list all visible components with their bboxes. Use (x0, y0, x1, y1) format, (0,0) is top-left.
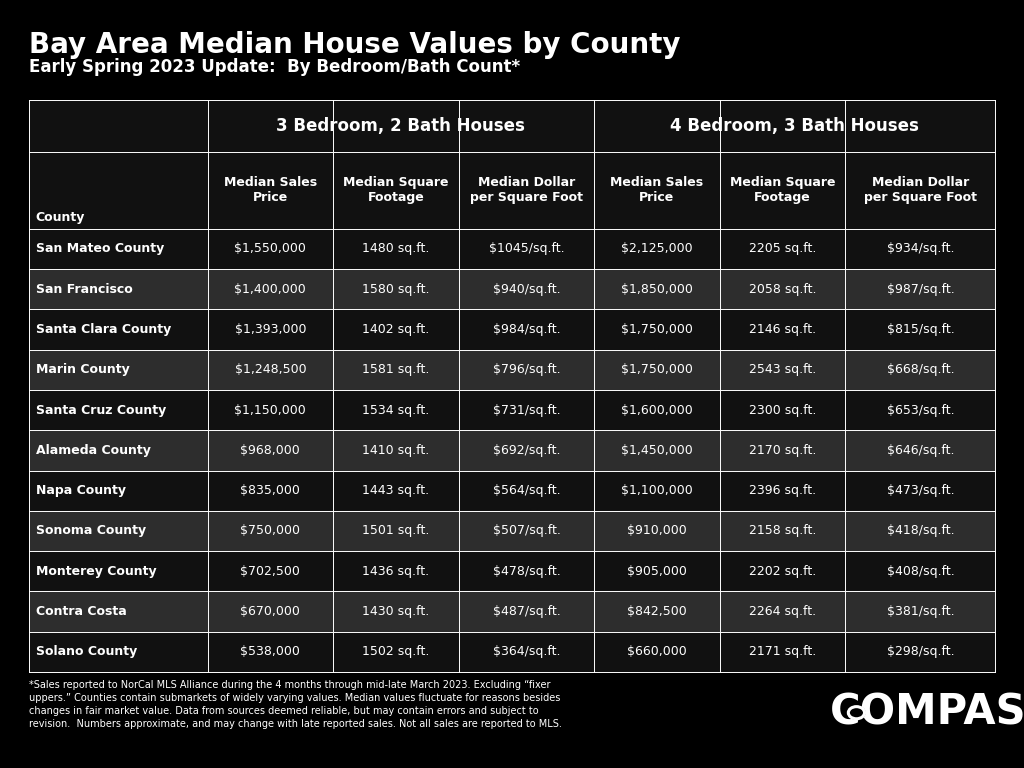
Text: 1436 sq.ft.: 1436 sq.ft. (362, 564, 429, 578)
Bar (29, 269, 995, 310)
Text: $538,000: $538,000 (241, 645, 300, 658)
Text: $940/sq.ft.: $940/sq.ft. (493, 283, 560, 296)
Text: $1045/sq.ft.: $1045/sq.ft. (488, 243, 564, 256)
Text: San Mateo County: San Mateo County (36, 243, 164, 256)
Text: $815/sq.ft.: $815/sq.ft. (887, 323, 954, 336)
Text: $1,400,000: $1,400,000 (234, 283, 306, 296)
Text: $646/sq.ft.: $646/sq.ft. (887, 444, 954, 457)
Text: 3 Bedroom, 2 Bath Houses: 3 Bedroom, 2 Bath Houses (276, 117, 525, 135)
Text: Early Spring 2023 Update:  By Bedroom/Bath Count*: Early Spring 2023 Update: By Bedroom/Bat… (29, 58, 520, 75)
Text: County: County (36, 211, 85, 224)
Text: Median Dollar
per Square Foot: Median Dollar per Square Foot (864, 177, 977, 204)
Text: 2396 sq.ft.: 2396 sq.ft. (750, 484, 816, 497)
Bar (29, 591, 995, 632)
Text: $905,000: $905,000 (627, 564, 687, 578)
Text: $670,000: $670,000 (241, 605, 300, 618)
Text: $796/sq.ft.: $796/sq.ft. (493, 363, 560, 376)
Text: Alameda County: Alameda County (36, 444, 151, 457)
Text: Median Square
Footage: Median Square Footage (730, 177, 836, 204)
Text: 1502 sq.ft.: 1502 sq.ft. (362, 645, 430, 658)
Text: 2205 sq.ft.: 2205 sq.ft. (749, 243, 816, 256)
Text: *Sales reported to NorCal MLS Alliance during the 4 months through mid-late Marc: *Sales reported to NorCal MLS Alliance d… (29, 680, 561, 730)
Text: $835,000: $835,000 (241, 484, 300, 497)
Text: 2170 sq.ft.: 2170 sq.ft. (749, 444, 816, 457)
Bar (29, 349, 995, 390)
Text: 1410 sq.ft.: 1410 sq.ft. (362, 444, 430, 457)
Text: $842,500: $842,500 (627, 605, 687, 618)
Text: $987/sq.ft.: $987/sq.ft. (887, 283, 954, 296)
Text: 1501 sq.ft.: 1501 sq.ft. (362, 525, 430, 538)
Text: 1534 sq.ft.: 1534 sq.ft. (362, 404, 430, 416)
Text: $298/sq.ft.: $298/sq.ft. (887, 645, 954, 658)
Bar (29, 430, 995, 471)
Text: Median Sales
Price: Median Sales Price (610, 177, 703, 204)
Text: $934/sq.ft.: $934/sq.ft. (887, 243, 954, 256)
Text: $653/sq.ft.: $653/sq.ft. (887, 404, 954, 416)
Text: Median Sales
Price: Median Sales Price (224, 177, 316, 204)
Text: $692/sq.ft.: $692/sq.ft. (493, 444, 560, 457)
Text: 4 Bedroom, 3 Bath Houses: 4 Bedroom, 3 Bath Houses (671, 117, 920, 135)
Text: $702,500: $702,500 (241, 564, 300, 578)
Text: $1,150,000: $1,150,000 (234, 404, 306, 416)
Text: 2171 sq.ft.: 2171 sq.ft. (749, 645, 816, 658)
Text: Solano County: Solano County (36, 645, 137, 658)
Text: $910,000: $910,000 (627, 525, 687, 538)
Text: Median Dollar
per Square Foot: Median Dollar per Square Foot (470, 177, 583, 204)
Text: $418/sq.ft.: $418/sq.ft. (887, 525, 954, 538)
Text: Bay Area Median House Values by County: Bay Area Median House Values by County (29, 31, 680, 58)
Text: $364/sq.ft.: $364/sq.ft. (493, 645, 560, 658)
Text: 1443 sq.ft.: 1443 sq.ft. (362, 484, 429, 497)
Text: 2264 sq.ft.: 2264 sq.ft. (750, 605, 816, 618)
Text: $507/sq.ft.: $507/sq.ft. (493, 525, 560, 538)
Text: Contra Costa: Contra Costa (36, 605, 127, 618)
Text: Santa Cruz County: Santa Cruz County (36, 404, 166, 416)
Text: San Francisco: San Francisco (36, 283, 132, 296)
Text: $381/sq.ft.: $381/sq.ft. (887, 605, 954, 618)
Text: 1580 sq.ft.: 1580 sq.ft. (362, 283, 430, 296)
Text: $1,393,000: $1,393,000 (234, 323, 306, 336)
Text: $968,000: $968,000 (241, 444, 300, 457)
Text: $1,550,000: $1,550,000 (234, 243, 306, 256)
Text: $408/sq.ft.: $408/sq.ft. (887, 564, 954, 578)
Text: $660,000: $660,000 (627, 645, 687, 658)
Circle shape (848, 707, 865, 719)
Text: 2058 sq.ft.: 2058 sq.ft. (749, 283, 816, 296)
Bar (29, 100, 995, 672)
Text: $478/sq.ft.: $478/sq.ft. (493, 564, 560, 578)
Text: Santa Clara County: Santa Clara County (36, 323, 171, 336)
Text: $487/sq.ft.: $487/sq.ft. (493, 605, 560, 618)
Text: $668/sq.ft.: $668/sq.ft. (887, 363, 954, 376)
Text: $2,125,000: $2,125,000 (622, 243, 693, 256)
Text: $1,100,000: $1,100,000 (622, 484, 693, 497)
Text: $1,850,000: $1,850,000 (622, 283, 693, 296)
Text: 1480 sq.ft.: 1480 sq.ft. (362, 243, 430, 256)
Text: 2146 sq.ft.: 2146 sq.ft. (750, 323, 816, 336)
Text: $564/sq.ft.: $564/sq.ft. (493, 484, 560, 497)
Text: 2158 sq.ft.: 2158 sq.ft. (749, 525, 816, 538)
Text: Sonoma County: Sonoma County (36, 525, 146, 538)
Text: 1581 sq.ft.: 1581 sq.ft. (362, 363, 430, 376)
Text: $750,000: $750,000 (241, 525, 300, 538)
Text: $1,248,500: $1,248,500 (234, 363, 306, 376)
Text: $1,750,000: $1,750,000 (622, 363, 693, 376)
Text: $1,600,000: $1,600,000 (622, 404, 693, 416)
Bar (29, 511, 995, 551)
Text: $473/sq.ft.: $473/sq.ft. (887, 484, 954, 497)
Text: 2300 sq.ft.: 2300 sq.ft. (749, 404, 816, 416)
Text: Marin County: Marin County (36, 363, 130, 376)
Text: Napa County: Napa County (36, 484, 126, 497)
Text: $1,450,000: $1,450,000 (622, 444, 693, 457)
Text: $731/sq.ft.: $731/sq.ft. (493, 404, 560, 416)
Text: $984/sq.ft.: $984/sq.ft. (493, 323, 560, 336)
Text: $1,750,000: $1,750,000 (622, 323, 693, 336)
Text: Median Square
Footage: Median Square Footage (343, 177, 449, 204)
Text: Monterey County: Monterey County (36, 564, 157, 578)
Text: 1430 sq.ft.: 1430 sq.ft. (362, 605, 430, 618)
Text: 1402 sq.ft.: 1402 sq.ft. (362, 323, 430, 336)
Text: 2202 sq.ft.: 2202 sq.ft. (749, 564, 816, 578)
Text: 2543 sq.ft.: 2543 sq.ft. (749, 363, 816, 376)
Text: COMPASS: COMPASS (829, 692, 1024, 733)
